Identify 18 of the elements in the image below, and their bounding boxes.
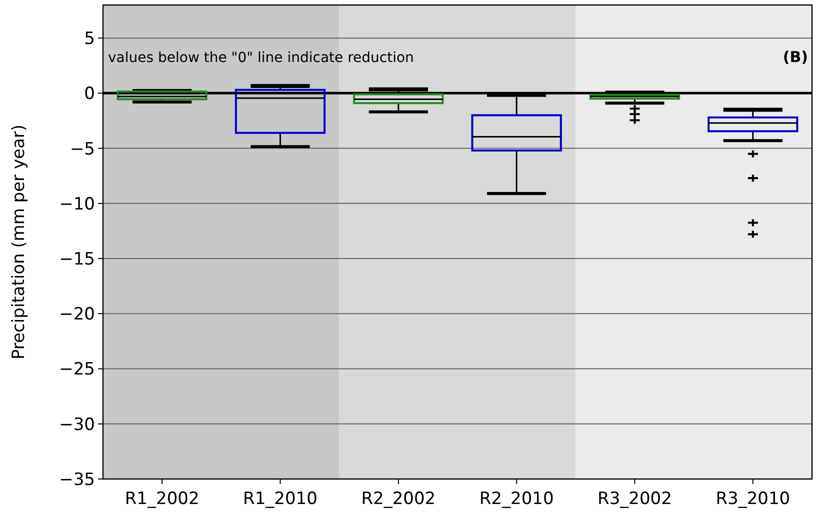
y-axis-title: Precipitation (mm per year) (9, 124, 29, 360)
y-tick-label: −10 (59, 194, 95, 214)
y-tick-label: −20 (59, 304, 95, 325)
annotation: values below the "0" line indicate reduction (108, 50, 414, 66)
y-tick-label: −5 (70, 139, 95, 160)
x-tick-label: R3_2002 (598, 489, 672, 509)
y-tick-label: 5 (84, 29, 95, 50)
y-tick-label: −30 (59, 414, 95, 435)
y-tick-label: −25 (59, 360, 95, 380)
y-tick-label: −35 (59, 470, 95, 490)
x-tick-label: R1_2010 (243, 489, 318, 509)
x-tick-label: R3_2010 (716, 489, 790, 509)
annotation: (B) (782, 48, 808, 66)
x-tick-label: R2_2010 (479, 489, 554, 509)
y-tick-label: −15 (59, 249, 95, 270)
x-tick-label: R1_2002 (124, 489, 200, 509)
y-tick-label: 0 (84, 84, 95, 104)
x-tick-label: R2_2002 (361, 489, 436, 509)
